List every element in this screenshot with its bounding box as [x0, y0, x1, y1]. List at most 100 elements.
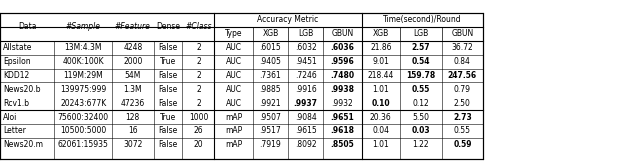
Text: XGB: XGB [372, 29, 389, 38]
Text: .7480: .7480 [330, 71, 355, 80]
Text: 119M:29M: 119M:29M [63, 71, 103, 80]
Text: 1.01: 1.01 [372, 85, 389, 94]
Text: 5.50: 5.50 [412, 113, 429, 122]
Text: True: True [160, 57, 176, 66]
Text: .9596: .9596 [330, 57, 355, 66]
Text: 0.03: 0.03 [412, 127, 430, 135]
Text: 2: 2 [196, 57, 201, 66]
Text: .6032: .6032 [295, 43, 316, 52]
Text: .7246: .7246 [295, 71, 316, 80]
Text: 218.44: 218.44 [367, 71, 394, 80]
Text: 0.84: 0.84 [454, 57, 471, 66]
Text: .9517: .9517 [260, 127, 281, 135]
Text: 2: 2 [196, 43, 201, 52]
Text: 1.01: 1.01 [372, 140, 389, 149]
Text: AUC: AUC [226, 71, 242, 80]
Text: 2.50: 2.50 [454, 99, 471, 108]
Text: 0.10: 0.10 [371, 99, 390, 108]
Bar [0, 13, 483, 159]
Text: 36.72: 36.72 [452, 43, 473, 52]
Text: News20.m: News20.m [3, 140, 44, 149]
Text: mAP: mAP [225, 127, 242, 135]
Text: .9885: .9885 [260, 85, 281, 94]
Text: False: False [158, 85, 178, 94]
Text: True: True [160, 113, 176, 122]
Text: 0.79: 0.79 [454, 85, 471, 94]
Text: Letter: Letter [3, 127, 26, 135]
Text: Allstate: Allstate [3, 43, 33, 52]
Text: .9405: .9405 [259, 57, 282, 66]
Text: 159.78: 159.78 [406, 71, 435, 80]
Text: .6015: .6015 [260, 43, 281, 52]
Text: 0.12: 0.12 [412, 99, 429, 108]
Text: Data: Data [18, 22, 36, 31]
Text: 0.54: 0.54 [412, 57, 430, 66]
Text: mAP: mAP [225, 140, 242, 149]
Text: .9921: .9921 [260, 99, 281, 108]
Text: 3072: 3072 [123, 140, 143, 149]
Text: AUC: AUC [226, 43, 242, 52]
Text: XGB: XGB [262, 29, 278, 38]
Text: 1.3M: 1.3M [124, 85, 142, 94]
Text: AUC: AUC [226, 57, 242, 66]
Text: 10500:5000: 10500:5000 [60, 127, 106, 135]
Text: Type: Type [225, 29, 243, 38]
Text: AUC: AUC [226, 99, 242, 108]
Text: 139975:999: 139975:999 [60, 85, 106, 94]
Text: 1000: 1000 [189, 113, 208, 122]
Text: .9916: .9916 [295, 85, 316, 94]
Text: 54M: 54M [125, 71, 141, 80]
Text: .7361: .7361 [260, 71, 281, 80]
Text: .9932: .9932 [332, 99, 353, 108]
Text: .6036: .6036 [330, 43, 355, 52]
Text: mAP: mAP [225, 113, 242, 122]
Text: GBUN: GBUN [451, 29, 474, 38]
Text: 16: 16 [128, 127, 138, 135]
Text: Rcv1.b: Rcv1.b [3, 99, 29, 108]
Text: 20.36: 20.36 [370, 113, 392, 122]
Text: 2: 2 [196, 99, 201, 108]
Text: 1.22: 1.22 [413, 140, 429, 149]
Text: .9615: .9615 [295, 127, 316, 135]
Text: #Class: #Class [185, 22, 212, 31]
Text: 13M:4.3M: 13M:4.3M [65, 43, 102, 52]
Text: .8092: .8092 [295, 140, 316, 149]
Text: LGB: LGB [413, 29, 428, 38]
Text: Aloi: Aloi [3, 113, 17, 122]
Text: News20.b: News20.b [3, 85, 41, 94]
Text: 0.04: 0.04 [372, 127, 389, 135]
Text: .8505: .8505 [330, 140, 355, 149]
Text: Time(second)/Round: Time(second)/Round [383, 15, 461, 24]
Text: .9507: .9507 [259, 113, 282, 122]
Text: False: False [158, 99, 178, 108]
Text: .7919: .7919 [260, 140, 281, 149]
Text: LGB: LGB [298, 29, 313, 38]
Text: .9084: .9084 [295, 113, 316, 122]
Text: 9.01: 9.01 [372, 57, 389, 66]
Text: .9618: .9618 [330, 127, 355, 135]
Text: 4248: 4248 [123, 43, 143, 52]
Text: Epsilon: Epsilon [3, 57, 31, 66]
Text: .9937: .9937 [294, 99, 317, 108]
Text: 62061:15935: 62061:15935 [58, 140, 109, 149]
Text: 247.56: 247.56 [448, 71, 477, 80]
Text: #Sample: #Sample [66, 22, 100, 31]
Text: GBUN: GBUN [332, 29, 353, 38]
Text: AUC: AUC [226, 85, 242, 94]
Text: 2000: 2000 [123, 57, 143, 66]
Text: 75600:32400: 75600:32400 [58, 113, 109, 122]
Text: 0.59: 0.59 [453, 140, 472, 149]
Text: 128: 128 [125, 113, 140, 122]
Text: .9938: .9938 [330, 85, 355, 94]
Text: #Feature: #Feature [115, 22, 151, 31]
Text: 0.55: 0.55 [454, 127, 471, 135]
Text: KDD12: KDD12 [3, 71, 29, 80]
Text: False: False [158, 140, 178, 149]
Text: 20: 20 [193, 140, 204, 149]
Text: 2.57: 2.57 [412, 43, 430, 52]
Text: 26: 26 [193, 127, 204, 135]
Text: Dense: Dense [156, 22, 180, 31]
Text: 47236: 47236 [121, 99, 145, 108]
Text: 21.86: 21.86 [370, 43, 392, 52]
Text: .9651: .9651 [330, 113, 355, 122]
